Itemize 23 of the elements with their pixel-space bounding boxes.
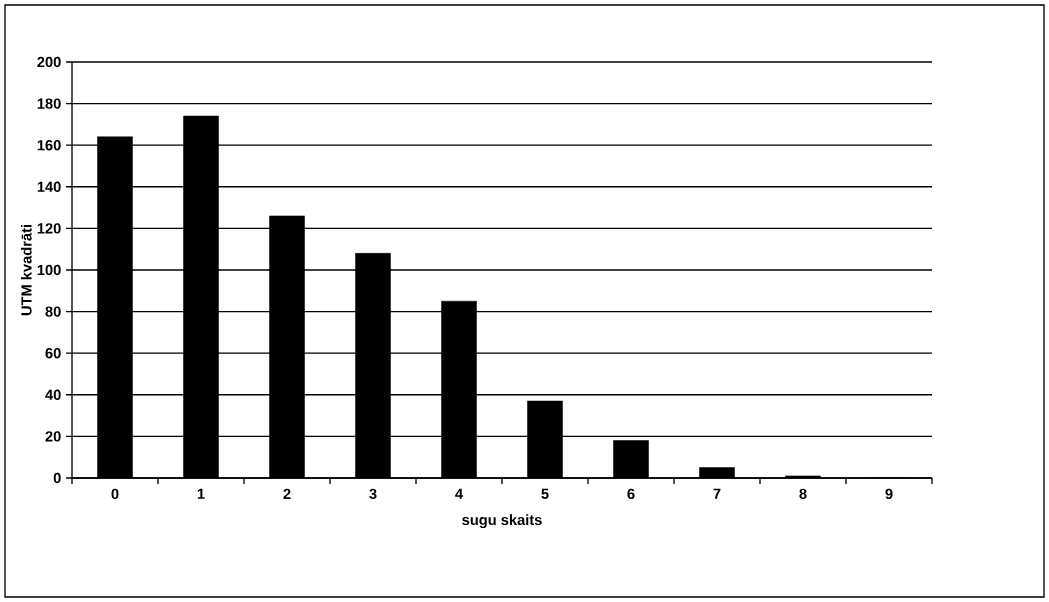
y-tick-label: 80: [45, 306, 61, 317]
y-tick-label: 180: [37, 98, 61, 109]
x-tick-label: 4: [455, 488, 463, 499]
y-tick-label: 140: [37, 181, 61, 192]
y-tick-label: 120: [37, 223, 61, 234]
x-tick-label: 7: [713, 488, 721, 499]
x-axis-title: sugu skaits: [462, 514, 542, 528]
x-tick-label: 6: [627, 488, 635, 500]
y-tick-label: 60: [45, 348, 61, 359]
x-tick-label: 9: [885, 488, 893, 500]
x-tick-label: 3: [369, 488, 377, 500]
y-tick-label: 160: [37, 140, 61, 151]
x-tick-label: 2: [283, 488, 291, 499]
y-axis-title: UTM kvadrāti: [20, 225, 32, 316]
x-tick-label: 1: [197, 488, 205, 499]
x-tick-label: 0: [111, 488, 119, 500]
y-tick-label: 20: [45, 431, 61, 442]
x-tick-label: 5: [541, 488, 549, 499]
y-tick-label: 40: [45, 389, 61, 400]
y-tick-label: 200: [37, 56, 61, 68]
y-tick-label: 100: [37, 264, 61, 276]
x-tick-label: 8: [799, 488, 807, 500]
y-tick-label: 0: [53, 472, 61, 484]
